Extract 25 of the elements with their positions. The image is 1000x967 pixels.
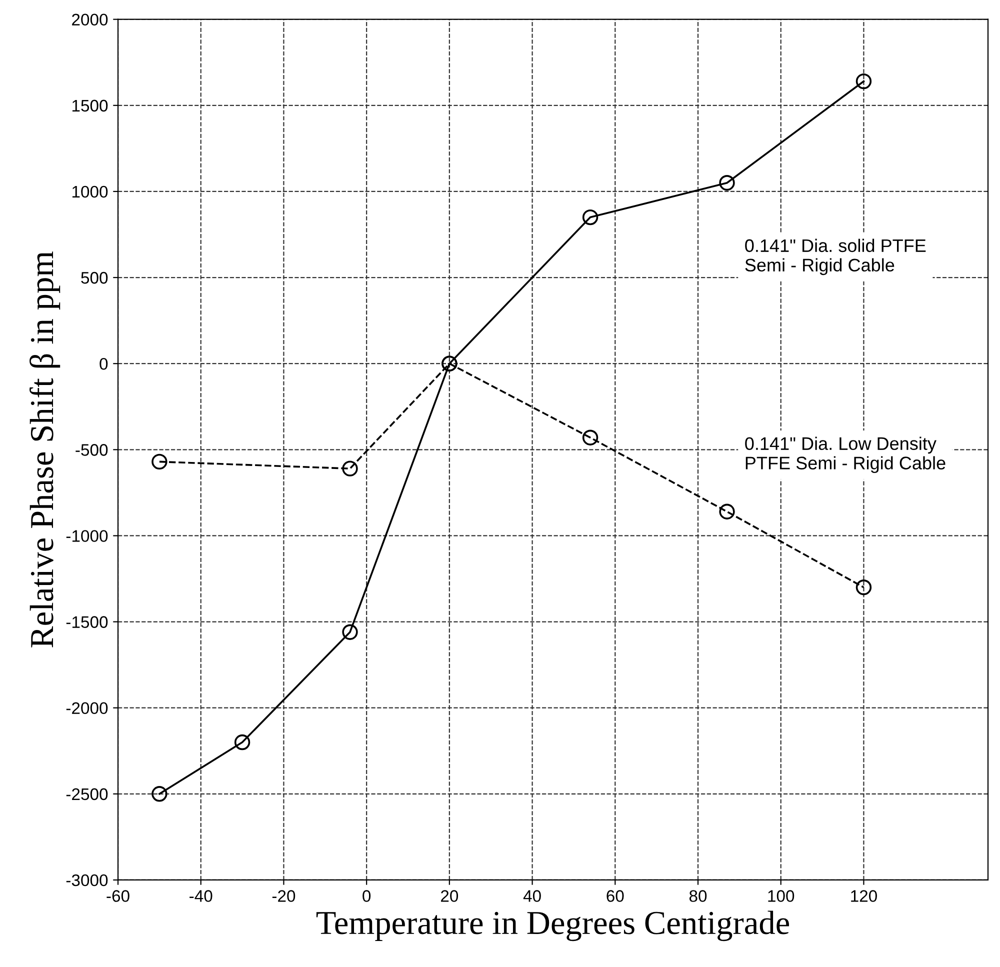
annotation: 0.141" Dia. Low Density PTFE Semi - Rigid Cable — [745, 436, 946, 474]
x-tick-label: 120 — [851, 890, 877, 902]
x-tick-label: 0 — [362, 890, 371, 902]
annotation: 0.141" Dia. solid PTFE Semi - Rigid Cable — [745, 238, 926, 276]
x-tick-label: -60 — [106, 890, 130, 902]
y-tick-label: 1500 — [72, 100, 108, 112]
x-tick-label: 60 — [606, 890, 624, 902]
y-tick-label: -3000 — [66, 874, 108, 886]
x-tick-label: -40 — [190, 890, 212, 902]
y-tick-label: 500 — [81, 272, 108, 284]
y-tick-label: 1000 — [72, 186, 108, 198]
x-axis-title: Temperature in Degrees Centigrade — [316, 910, 789, 942]
y-tick-label: -2500 — [66, 788, 108, 800]
y-tick-label: 0 — [100, 358, 108, 370]
x-tick-label: 80 — [689, 890, 707, 902]
y-axis-title: Relative Phase Shift β in ppm — [30, 251, 60, 648]
x-tick-label: -20 — [272, 890, 296, 902]
y-tick-label: -1500 — [66, 616, 108, 628]
y-tick-label: -1000 — [66, 530, 108, 542]
x-tick-label: 40 — [523, 890, 541, 902]
y-tick-label: -2000 — [66, 702, 108, 714]
x-tick-label: 100 — [768, 890, 794, 902]
y-tick-label: 2000 — [72, 14, 108, 26]
x-tick-label: 20 — [441, 890, 458, 902]
y-tick-label: -500 — [76, 444, 108, 456]
